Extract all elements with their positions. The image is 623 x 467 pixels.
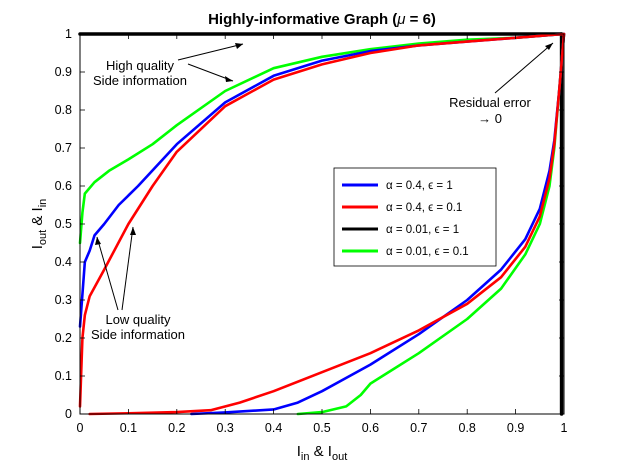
annotation-low-quality-line1: Low quality — [105, 312, 171, 327]
legend-label: α = 0.4, ϵ = 1 — [386, 180, 453, 192]
annotation-low-quality-line2: Side information — [91, 327, 185, 342]
legend-label: α = 0.01, ϵ = 0.1 — [386, 246, 469, 258]
y-tick-label: 0 — [65, 407, 72, 421]
annotation-high-quality-line2: Side information — [93, 73, 187, 88]
x-tick-label: 0.6 — [362, 421, 379, 435]
series-line-lower — [88, 32, 566, 416]
y-tick-label: 0.2 — [55, 331, 72, 345]
x-tick-label: 1 — [561, 421, 568, 435]
y-tick-label: 0.9 — [55, 65, 72, 79]
arrow-high-quality-top — [177, 43, 244, 61]
x-tick-label: 0.1 — [120, 421, 137, 435]
arrowhead-high-quality-top — [235, 43, 243, 49]
arrows — [95, 42, 554, 311]
arrow-low-quality-left — [96, 236, 119, 311]
y-tick-label: 1 — [65, 27, 72, 41]
y-tick-label: 0.1 — [55, 369, 72, 383]
annotation-high-quality-line1: High quality — [106, 58, 174, 73]
annotation-residual-line2: → 0 — [478, 111, 502, 126]
x-tick-label: 0.8 — [459, 421, 476, 435]
arrowhead-residual — [545, 43, 553, 50]
legend: α = 0.4, ϵ = 1 α = 0.4, ϵ = 0.1 α = 0.01, … — [333, 167, 497, 267]
annotation-residual-line1: Residual error — [449, 95, 531, 110]
y-tick-label: 0.5 — [55, 217, 72, 231]
annotations: High quality Side information Low qualit… — [91, 58, 531, 342]
y-tick-label: 0.3 — [55, 293, 72, 307]
series-line-upper — [78, 32, 566, 245]
x-tick-label: 0.9 — [507, 421, 524, 435]
legend-label: α = 0.4, ϵ = 0.1 — [386, 202, 462, 214]
x-tick-label: 0.3 — [217, 421, 234, 435]
x-tick-label: 0.2 — [168, 421, 185, 435]
x-tick-label: 0 — [77, 421, 84, 435]
x-tick-label: 0.4 — [265, 421, 282, 435]
y-axis-label: Iout & Iin — [29, 199, 49, 250]
series-line-upper — [78, 32, 566, 408]
x-tick-label: 0.7 — [410, 421, 427, 435]
arrowhead-low-quality-right — [130, 227, 136, 235]
ticks-layer: 0 0.1 0.2 0.3 0.4 0.5 0.6 0.7 0.8 0.9 1 0 0.1 0.2 0.3 0… — [55, 27, 568, 435]
arrow-residual — [494, 42, 554, 94]
x-axis-label: Iin & Iout — [297, 443, 348, 463]
arrowhead-high-quality-mid — [225, 76, 233, 82]
y-tick-label: 0.6 — [55, 179, 72, 193]
chart-title: Highly-informative Graph (μ = 6) — [208, 11, 436, 28]
arrowhead-low-quality-left — [95, 237, 101, 245]
x-tick-label: 0.5 — [313, 421, 330, 435]
y-tick-label: 0.4 — [55, 255, 72, 269]
y-tick-label: 0.7 — [55, 141, 72, 155]
y-tick-label: 0.8 — [55, 103, 72, 117]
arrow-low-quality-right — [121, 226, 134, 311]
series-layer — [78, 32, 566, 416]
legend-label: α = 0.01, ϵ = 1 — [386, 224, 459, 236]
